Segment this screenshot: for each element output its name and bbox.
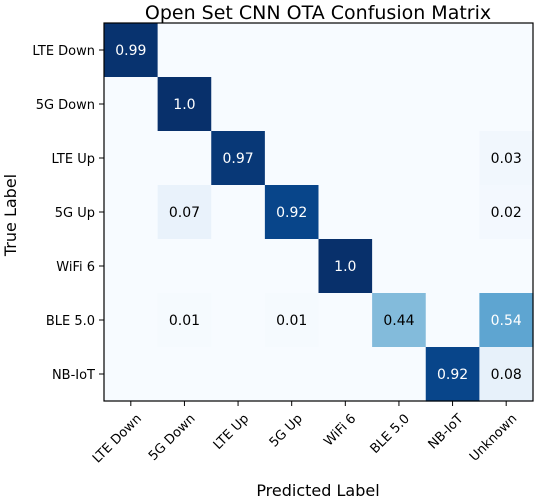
x-axis-ticks: LTE Down 5G Down LTE Up 5G Up WiFi 6 BLE 5.0 N… [90,401,520,466]
heatmap-cell [157,77,212,132]
x-tick-label: WiFi 6 [321,411,359,449]
heatmap-cell [157,347,212,402]
heatmap-cell [157,23,212,78]
heatmap-cell [425,347,480,402]
heatmap-cell [479,131,534,186]
cell-value-label: 1.0 [173,97,195,113]
heatmap-cells [104,23,534,402]
heatmap-cell [211,23,266,78]
heatmap-cell [264,239,320,294]
heatmap-cell [104,185,159,240]
y-tick-label: BLE 5.0 [46,314,95,329]
heatmap-cell [264,347,320,402]
heatmap-cell [104,347,159,402]
heatmap-cell [104,77,159,132]
y-tick-label: 5G Down [36,98,95,113]
x-axis-label: Predicted Label [256,481,379,500]
x-tick-label: 5G Down [146,411,199,464]
heatmap-cell [264,131,320,186]
cell-value-label: 0.07 [169,205,200,221]
heatmap-cell [318,185,373,240]
heatmap-cell [264,23,320,78]
heatmap-cell [104,239,159,294]
heatmap-cell [372,239,427,294]
heatmap-cell [372,347,427,402]
heatmap-cell [211,293,266,348]
x-tick-label: LTE Down [90,411,145,466]
heatmap-cell [479,185,534,240]
heatmap-cell [104,23,159,78]
y-axis-ticks: LTE Down 5G Down LTE Up 5G Up WiFi 6 BLE 5.0 N… [32,44,104,383]
cell-value-label: 0.97 [222,151,253,167]
heatmap-cell [372,131,427,186]
cell-value-label: 0.01 [169,313,200,329]
heatmap-cell [479,347,534,402]
heatmap-cell [157,185,212,240]
heatmap-cell [425,77,480,132]
heatmap-cell [211,239,266,294]
heatmap-cell [425,23,480,78]
heatmap-cell [264,185,320,240]
heatmap-cell [157,131,212,186]
cell-value-label: 0.92 [276,205,307,221]
y-tick-label: 5G Up [55,206,95,221]
heatmap-cell [372,293,427,348]
heatmap-cell [264,293,320,348]
x-tick-label: Unknown [467,411,520,464]
heatmap-cell [372,77,427,132]
heatmap-cell [211,347,266,402]
heatmap-cell [425,185,480,240]
cell-value-label: 0.01 [276,313,307,329]
cell-value-label: 0.44 [383,313,414,329]
x-tick-label: NB-IoT [426,411,467,452]
heatmap-cell [318,293,373,348]
y-tick-label: NB-IoT [52,368,95,383]
heatmap-cell-labels: 0.99 1.0 0.97 0.03 0.07 0.92 0.02 1.0 0.01 0.01 0.… [115,43,522,383]
heatmap-cell [264,77,320,132]
cell-value-label: 1.0 [334,259,356,275]
heatmap-cell [318,239,373,294]
heatmap-cell [479,239,534,294]
cell-value-label: 0.08 [491,367,522,383]
heatmap-cell [372,23,427,78]
cell-value-label: 0.03 [491,151,522,167]
heatmap-cell [318,347,373,402]
heatmap-cell [425,293,480,348]
heatmap-cell [425,239,480,294]
heatmap-cell [157,239,212,294]
chart-title: Open Set CNN OTA Confusion Matrix [145,2,491,24]
heatmap-cell [318,77,373,132]
y-axis-label: True Label [1,174,20,257]
y-tick-label: WiFi 6 [56,260,95,275]
heatmap-cell [479,77,534,132]
x-tick-label: 5G Up [267,411,306,450]
heatmap-cell [211,131,266,186]
heatmap-cell [318,23,373,78]
heatmap-cell [104,293,159,348]
y-tick-label: LTE Down [32,44,95,59]
heatmap-cell [479,23,534,78]
x-tick-label: BLE 5.0 [368,411,413,456]
y-tick-label: LTE Up [51,152,95,167]
cell-value-label: 0.54 [491,313,522,329]
x-tick-label: LTE Up [211,411,252,452]
heatmap-cell [318,131,373,186]
heatmap-cell [211,185,266,240]
heatmap-cell [479,293,534,348]
heatmap-cell [425,131,480,186]
heatmap-cell [372,185,427,240]
cell-value-label: 0.92 [437,367,468,383]
cell-value-label: 0.99 [115,43,146,59]
heatmap-cell [104,131,159,186]
heatmap-cell [211,77,266,132]
heatmap-cell [157,293,212,348]
cell-value-label: 0.02 [491,205,522,221]
